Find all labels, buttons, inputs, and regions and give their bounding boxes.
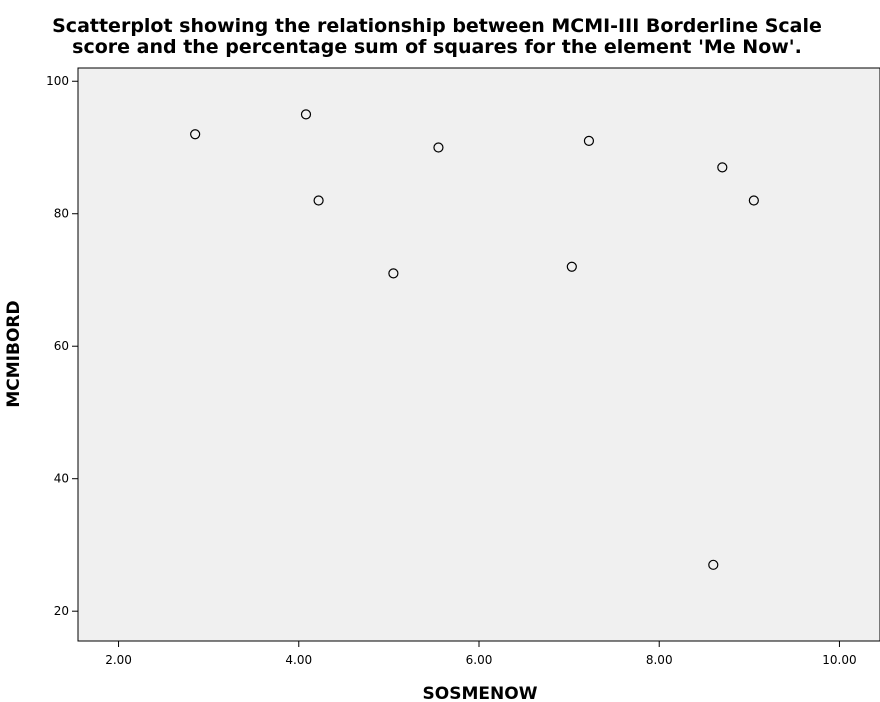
plot-area (77, 67, 880, 642)
y-axis-ticks: 20 40 60 80 100 (46, 74, 78, 618)
data-point (300, 109, 312, 120)
data-point (433, 142, 444, 153)
y-axis-title: MCMIBORD (4, 300, 24, 407)
y-tick-label: 60 (54, 339, 69, 353)
y-tick-label: 100 (46, 74, 69, 88)
data-point (748, 195, 759, 206)
data-point (708, 559, 719, 570)
x-axis-title: SOSMENOW (423, 684, 538, 702)
data-point (190, 129, 201, 140)
y-tick-label: 40 (54, 472, 69, 486)
data-point (313, 195, 324, 206)
x-tick-label: 2.00 (105, 653, 132, 667)
chart-title-line-1: Scatterplot showing the relationship bet… (52, 15, 822, 37)
x-tick-label: 6.00 (466, 653, 493, 667)
data-point (583, 135, 595, 146)
x-tick-label: 10.00 (822, 653, 856, 667)
x-tick-label: 4.00 (285, 653, 312, 667)
data-points (190, 109, 759, 570)
chart-title-line-2: score and the percentage sum of squares … (72, 36, 802, 58)
data-point (388, 268, 399, 279)
data-point (566, 261, 577, 272)
data-point (717, 162, 728, 173)
y-tick-label: 20 (54, 604, 69, 618)
x-tick-label: 8.00 (646, 653, 673, 667)
y-tick-label: 80 (54, 207, 69, 221)
x-axis-ticks: 2.00 4.00 6.00 8.00 10.00 (105, 641, 857, 667)
